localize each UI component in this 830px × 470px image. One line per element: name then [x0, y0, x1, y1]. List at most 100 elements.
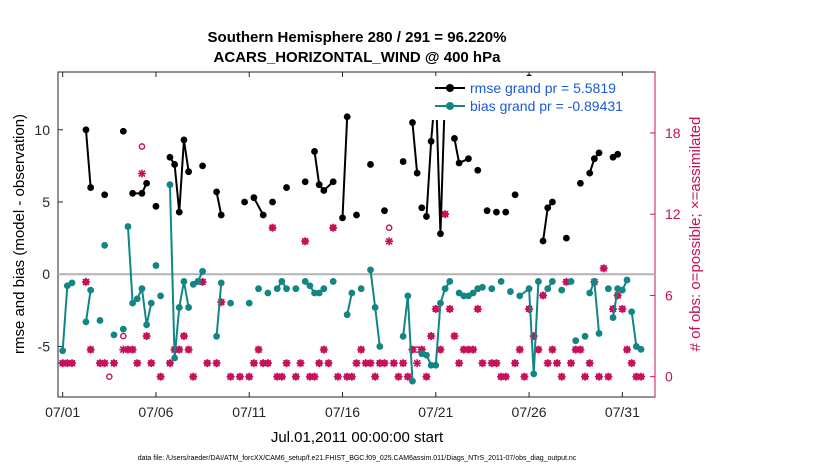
- x-tick-label: 07/26: [512, 404, 547, 420]
- obs-assimilated-stroke: [492, 359, 500, 367]
- obs-assimilated-stroke: [138, 169, 146, 178]
- x-tick-label: 07/31: [605, 404, 640, 420]
- obs-assimilated-stroke: [441, 210, 449, 218]
- rmse-point: [175, 208, 183, 216]
- obs-assimilated-stroke: [581, 373, 589, 381]
- obs-assimilated-marker: [427, 332, 436, 341]
- y-axis-label-right: # of obs: o=possible; ×=assimilated: [687, 117, 704, 352]
- bias-point: [530, 370, 538, 378]
- obs-assimilated-marker: [165, 359, 174, 368]
- rmse-point: [101, 191, 109, 199]
- obs-assimilated-marker: [604, 372, 613, 381]
- bias-point: [441, 285, 449, 293]
- rmse-point: [474, 166, 482, 174]
- obs-assimilated-stroke: [166, 359, 174, 367]
- bias-point: [460, 292, 468, 300]
- rmse-point: [171, 161, 179, 168]
- obs-assimilated-stroke: [427, 332, 435, 340]
- obs-assimilated-marker: [277, 372, 286, 381]
- x-tick-label: 07/11: [232, 404, 266, 420]
- bias-point: [87, 286, 95, 294]
- obs-assimilated-stroke: [199, 278, 207, 286]
- obs-assimilated-marker: [296, 359, 305, 368]
- bias-point: [544, 285, 552, 293]
- obs-possible-marker: [106, 373, 113, 380]
- rmse-point: [413, 169, 421, 177]
- rmse-point: [427, 137, 435, 145]
- obs-assimilated-marker: [576, 345, 585, 354]
- obs-assimilated-stroke: [282, 359, 291, 367]
- bias-point: [311, 289, 318, 297]
- obs-assimilated-marker: [548, 345, 557, 354]
- rmse-point: [465, 155, 472, 163]
- obs-assimilated-stroke: [129, 346, 137, 354]
- bias-point: [348, 289, 356, 297]
- bias-point: [166, 181, 174, 189]
- obs-assimilated-stroke: [268, 224, 277, 232]
- rmse-point: [409, 119, 416, 126]
- obs-assimilated-stroke: [385, 237, 393, 245]
- obs-assimilated-marker: [333, 372, 342, 381]
- bias-point: [427, 361, 435, 369]
- obs-assimilated-marker: [366, 359, 375, 368]
- bias-point: [558, 286, 566, 294]
- rmse-point: [283, 184, 290, 191]
- obs-assimilated-marker: [431, 304, 440, 313]
- bias-point: [96, 317, 104, 324]
- bias-point: [525, 285, 533, 293]
- obs-assimilated-stroke: [380, 359, 389, 367]
- legend-box: [432, 76, 650, 120]
- bias-point: [572, 337, 580, 345]
- obs-assimilated-marker: [394, 372, 403, 381]
- obs-assimilated-marker: [249, 359, 258, 368]
- y-tick-label-right: 18: [665, 125, 681, 141]
- bias-point: [59, 347, 67, 355]
- obs-assimilated-marker: [282, 359, 291, 368]
- obs-assimilated-stroke: [600, 264, 608, 272]
- rmse-point: [483, 207, 491, 215]
- bias-point: [124, 223, 132, 230]
- obs-assimilated-marker: [637, 372, 646, 381]
- obs-assimilated-stroke: [250, 359, 258, 367]
- obs-assimilated-marker: [520, 372, 529, 381]
- bias-point: [217, 279, 225, 287]
- obs-assimilated-marker: [557, 372, 566, 381]
- obs-assimilated-marker: [371, 372, 380, 381]
- rmse-point: [217, 211, 225, 219]
- bias-point: [343, 311, 351, 319]
- obs-assimilated-stroke: [245, 373, 253, 381]
- obs-assimilated-stroke: [520, 373, 528, 381]
- bias-point: [581, 332, 589, 340]
- rmse-line-segment: [411, 122, 419, 174]
- bias-point: [516, 292, 524, 300]
- bias-point: [590, 278, 598, 285]
- bias-point: [82, 318, 90, 326]
- obs-assimilated-marker: [595, 372, 604, 381]
- bias-point: [488, 285, 496, 293]
- obs-assimilated-marker: [623, 345, 632, 354]
- y-tick-label-right: 0: [665, 369, 673, 385]
- obs-assimilated-marker: [315, 359, 324, 368]
- obs-assimilated-stroke: [478, 359, 486, 367]
- obs-assimilated-marker: [422, 372, 431, 381]
- obs-assimilated-stroke: [502, 373, 510, 381]
- obs-assimilated-marker: [137, 169, 146, 178]
- rmse-point: [241, 198, 248, 206]
- y-tick-label-left: -5: [38, 338, 51, 354]
- rmse-line-segment: [341, 116, 349, 218]
- obs-assimilated-stroke: [623, 346, 631, 354]
- obs-assimilated-stroke: [432, 305, 440, 313]
- obs-assimilated-stroke: [264, 359, 272, 367]
- obs-assimilated-marker: [175, 345, 184, 354]
- obs-assimilated-marker: [380, 359, 389, 368]
- x-tick-label: 07/06: [138, 404, 173, 420]
- y-tick-label-right: 12: [665, 206, 681, 222]
- rmse-point: [539, 237, 547, 245]
- obs-assimilated-stroke: [586, 359, 594, 367]
- bias-point: [273, 285, 281, 293]
- obs-assimilated-marker: [142, 332, 151, 341]
- bias-point: [367, 266, 374, 274]
- obs-assimilated-stroke: [68, 359, 76, 367]
- bias-point: [586, 289, 594, 297]
